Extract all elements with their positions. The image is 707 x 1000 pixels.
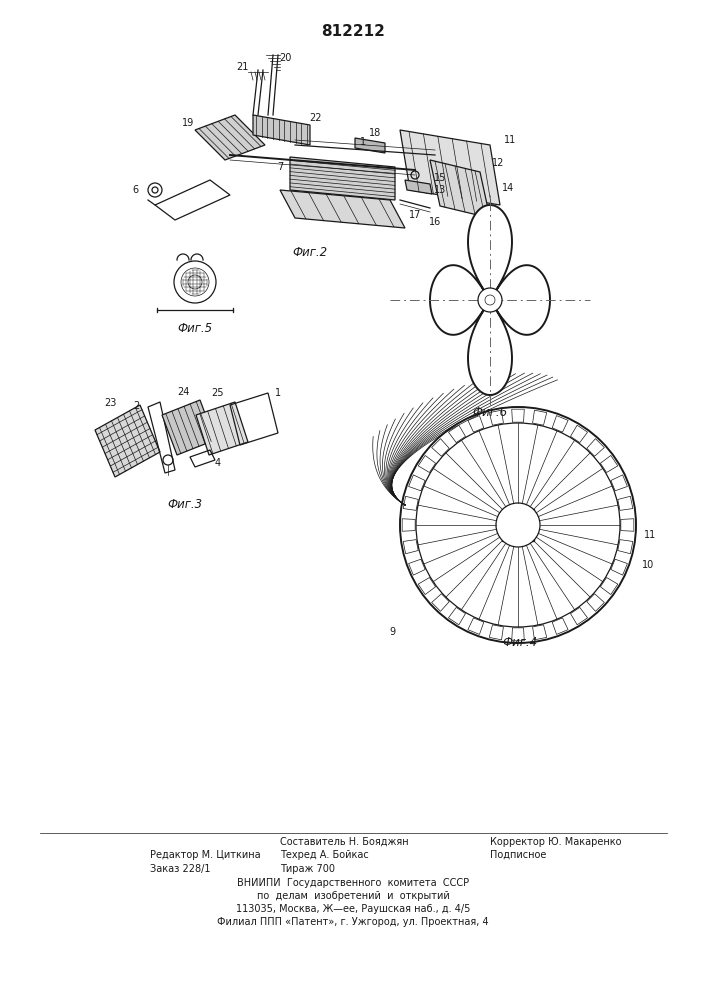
Text: 21: 21 [236, 62, 248, 72]
Text: 23: 23 [104, 398, 116, 408]
Text: 24: 24 [177, 387, 189, 397]
Text: Фиг.6: Фиг.6 [472, 406, 508, 418]
Text: Редактор М. Циткина: Редактор М. Циткина [150, 850, 261, 860]
Text: 9: 9 [389, 627, 395, 637]
Polygon shape [196, 402, 248, 455]
Polygon shape [355, 138, 385, 153]
Text: 2: 2 [133, 401, 139, 411]
Text: Тираж 700: Тираж 700 [280, 864, 335, 874]
Text: 17: 17 [409, 210, 421, 220]
Circle shape [416, 423, 620, 627]
Text: Фиг.4: Фиг.4 [503, 636, 537, 648]
Text: 1: 1 [360, 137, 366, 147]
Text: Составитель Н. Бояджян: Составитель Н. Бояджян [280, 837, 409, 847]
Text: ВНИИПИ  Государственного  комитета  СССР: ВНИИПИ Государственного комитета СССР [237, 878, 469, 888]
Polygon shape [405, 180, 432, 194]
Text: Фиг.3: Фиг.3 [168, 498, 203, 512]
Polygon shape [162, 400, 215, 455]
Polygon shape [502, 509, 534, 541]
Text: 13: 13 [434, 185, 446, 195]
Text: 14: 14 [502, 183, 514, 193]
Polygon shape [95, 405, 160, 477]
Text: 20: 20 [279, 53, 291, 63]
Text: 4: 4 [215, 458, 221, 468]
Text: 11: 11 [504, 135, 516, 145]
Text: 22: 22 [309, 113, 321, 123]
Text: Филиал ППП «Патент», г. Ужгород, ул. Проектная, 4: Филиал ППП «Патент», г. Ужгород, ул. Про… [217, 917, 489, 927]
Polygon shape [280, 190, 405, 228]
Text: 11: 11 [644, 530, 656, 540]
Circle shape [478, 288, 502, 312]
Text: 19: 19 [182, 118, 194, 128]
Text: Подписное: Подписное [490, 850, 547, 860]
Polygon shape [290, 157, 395, 200]
Text: 25: 25 [212, 388, 224, 398]
Polygon shape [430, 205, 550, 395]
Text: Заказ 228/1: Заказ 228/1 [150, 864, 211, 874]
Polygon shape [195, 115, 265, 160]
Text: 1: 1 [275, 388, 281, 398]
Text: 12: 12 [492, 158, 504, 168]
Text: по  делам  изобретений  и  открытий: по делам изобретений и открытий [257, 891, 450, 901]
Text: Техред А. Бойкас: Техред А. Бойкас [280, 850, 369, 860]
Text: 6: 6 [132, 185, 138, 195]
Text: 18: 18 [369, 128, 381, 138]
Text: Фиг.2: Фиг.2 [293, 245, 327, 258]
Text: 113035, Москва, Ж—ее, Раушская наб., д. 4/5: 113035, Москва, Ж—ее, Раушская наб., д. … [236, 904, 470, 914]
Text: 10: 10 [642, 560, 654, 570]
Text: 812212: 812212 [321, 24, 385, 39]
Circle shape [400, 407, 636, 643]
Text: 7: 7 [277, 162, 283, 172]
Polygon shape [400, 130, 500, 205]
Text: 16: 16 [429, 217, 441, 227]
Polygon shape [253, 115, 310, 145]
Polygon shape [430, 160, 490, 218]
Circle shape [496, 503, 540, 547]
Circle shape [174, 261, 216, 303]
Text: 15: 15 [434, 173, 446, 183]
Text: Фиг.5: Фиг.5 [177, 322, 213, 336]
Text: Корректор Ю. Макаренко: Корректор Ю. Макаренко [490, 837, 621, 847]
